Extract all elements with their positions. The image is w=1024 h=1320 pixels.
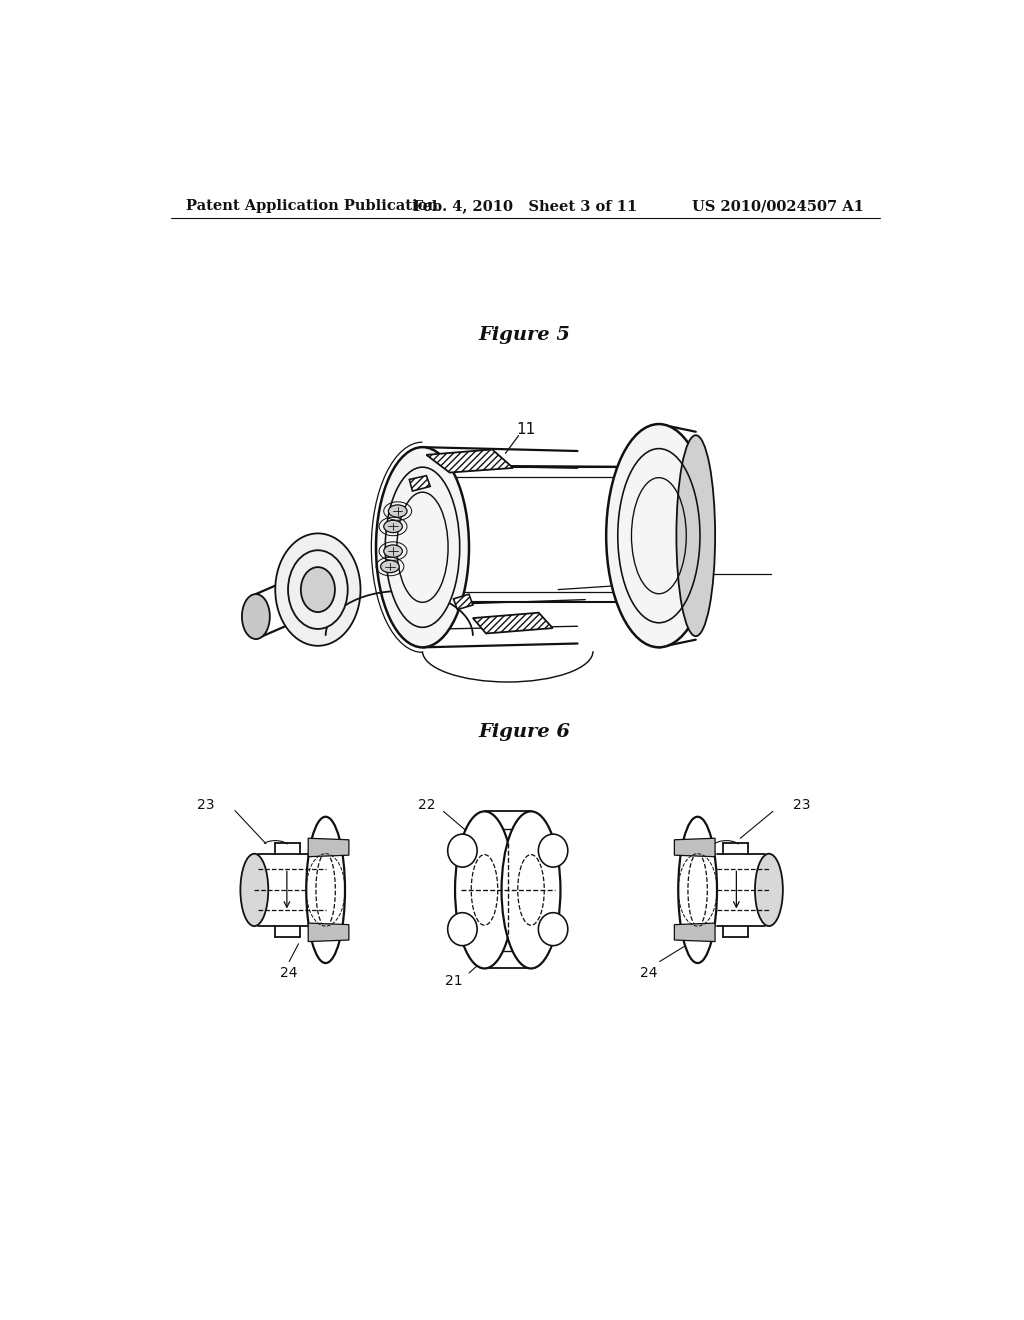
Ellipse shape bbox=[606, 424, 712, 647]
Polygon shape bbox=[308, 838, 349, 857]
Ellipse shape bbox=[539, 912, 568, 945]
Ellipse shape bbox=[447, 912, 477, 945]
Polygon shape bbox=[426, 449, 513, 473]
Ellipse shape bbox=[385, 467, 460, 627]
Text: 21: 21 bbox=[444, 974, 462, 987]
Ellipse shape bbox=[384, 520, 402, 532]
Ellipse shape bbox=[539, 834, 568, 867]
Text: Figure 5: Figure 5 bbox=[479, 326, 570, 345]
Text: 24: 24 bbox=[281, 966, 298, 979]
Text: 23: 23 bbox=[794, 799, 811, 812]
Ellipse shape bbox=[376, 447, 469, 647]
Text: 24: 24 bbox=[640, 966, 657, 979]
Ellipse shape bbox=[384, 545, 402, 557]
Text: Feb. 4, 2010   Sheet 3 of 11: Feb. 4, 2010 Sheet 3 of 11 bbox=[413, 199, 637, 213]
Text: Figure 6: Figure 6 bbox=[479, 723, 570, 741]
Ellipse shape bbox=[241, 854, 268, 927]
Ellipse shape bbox=[755, 854, 783, 927]
Ellipse shape bbox=[447, 834, 477, 867]
Ellipse shape bbox=[677, 436, 715, 636]
Polygon shape bbox=[473, 612, 553, 634]
Ellipse shape bbox=[455, 812, 514, 969]
Ellipse shape bbox=[275, 533, 360, 645]
Text: 11: 11 bbox=[517, 422, 536, 437]
Polygon shape bbox=[308, 923, 349, 941]
Text: 23: 23 bbox=[197, 799, 214, 812]
Text: US 2010/0024507 A1: US 2010/0024507 A1 bbox=[692, 199, 864, 213]
Ellipse shape bbox=[242, 594, 270, 639]
Polygon shape bbox=[675, 923, 715, 941]
Polygon shape bbox=[410, 475, 430, 491]
Polygon shape bbox=[675, 838, 715, 857]
Ellipse shape bbox=[306, 817, 345, 964]
Polygon shape bbox=[454, 594, 473, 610]
Ellipse shape bbox=[288, 550, 348, 628]
Ellipse shape bbox=[381, 560, 399, 573]
Ellipse shape bbox=[502, 812, 560, 969]
Text: Patent Application Publication: Patent Application Publication bbox=[186, 199, 438, 213]
Text: 22: 22 bbox=[418, 799, 435, 812]
Ellipse shape bbox=[301, 568, 335, 612]
Ellipse shape bbox=[388, 506, 407, 517]
Ellipse shape bbox=[678, 817, 717, 964]
